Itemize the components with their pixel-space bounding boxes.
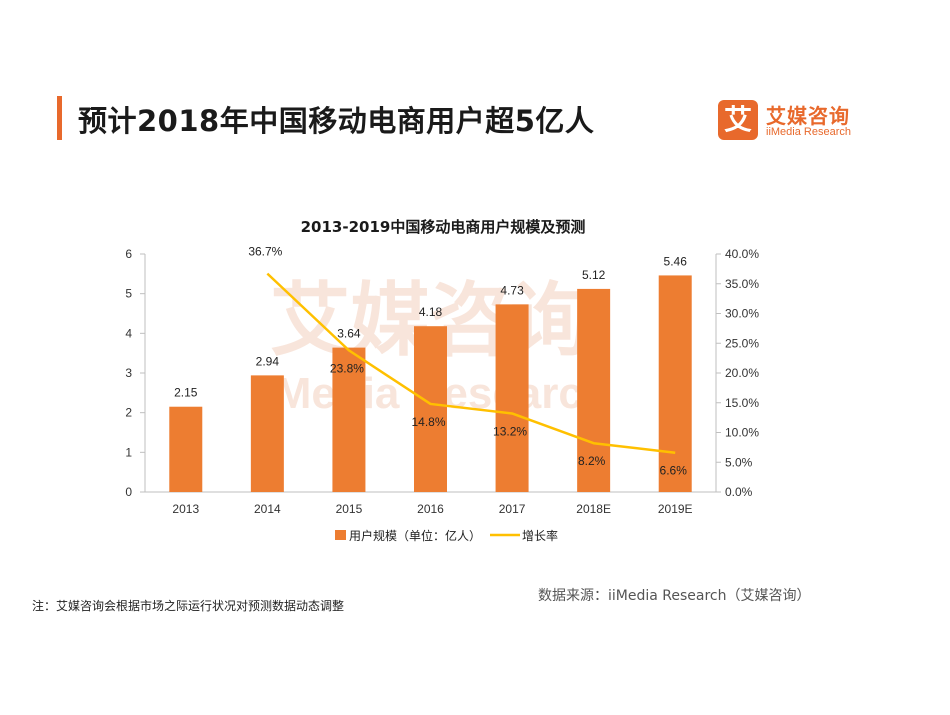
- growth-rate-line: [266, 272, 676, 454]
- y-left-tick-label: 0: [125, 485, 132, 499]
- legend-line-label: 增长率: [522, 528, 558, 543]
- line-data-label: 6.6%: [660, 464, 688, 478]
- chart-title: 2013-2019中国移动电商用户规模及预测: [301, 218, 586, 236]
- bar-data-label: 4.73: [500, 283, 524, 297]
- title-accent-bar: [57, 96, 62, 140]
- data-source: 数据来源：iiMedia Research（艾媒咨询）: [538, 588, 811, 604]
- bar: [658, 275, 692, 492]
- x-tick-label: 2019E: [658, 502, 693, 516]
- footnote: 注：艾媒咨询会根据市场之际运行状况对预测数据动态调整: [32, 599, 345, 613]
- y-right-tick-label: 20.0%: [725, 366, 759, 380]
- y-left-tick-label: 3: [125, 366, 132, 380]
- line-data-label: 8.2%: [578, 454, 606, 468]
- page-title: 预计2018年中国移动电商用户超5亿人: [78, 104, 595, 138]
- x-tick-label: 2017: [499, 502, 526, 516]
- y-right-tick-label: 35.0%: [725, 277, 759, 291]
- y-left-tick-label: 5: [125, 287, 132, 301]
- y-right-tick-label: 5.0%: [725, 455, 753, 469]
- bar-data-label: 3.64: [337, 327, 361, 341]
- bar: [414, 326, 447, 492]
- y-right-tick-label: 0.0%: [725, 485, 753, 499]
- y-right-tick-label: 30.0%: [725, 307, 759, 321]
- bar-data-label: 4.18: [419, 305, 443, 319]
- line-data-label: 13.2%: [493, 424, 527, 438]
- y-left-tick-label: 6: [125, 247, 132, 261]
- bar: [169, 406, 203, 492]
- legend-bar-label: 用户规模（单位：亿人）: [349, 528, 481, 543]
- logo-name-cn: 艾媒咨询: [766, 104, 850, 128]
- bar-data-label: 2.94: [256, 354, 280, 368]
- x-tick-label: 2018E: [576, 502, 611, 516]
- logo-mark-icon: 艾: [718, 100, 758, 140]
- x-tick-label: 2014: [254, 502, 281, 516]
- bar-data-label: 5.46: [664, 254, 688, 268]
- x-tick-label: 2015: [336, 502, 363, 516]
- brand-logo: 艾 艾媒咨询 iiMedia Research: [718, 100, 878, 144]
- x-tick-label: 2016: [417, 502, 444, 516]
- line-data-label: 36.7%: [248, 245, 282, 259]
- bar-data-label: 5.12: [582, 268, 606, 282]
- legend-bar-swatch: [335, 530, 346, 540]
- y-left-tick-label: 2: [125, 406, 132, 420]
- bar: [250, 375, 284, 492]
- line-data-label: 23.8%: [330, 361, 364, 375]
- y-left-tick-label: 4: [125, 326, 132, 340]
- y-left-tick-label: 1: [125, 445, 132, 459]
- logo-name-en: iiMedia Research: [766, 126, 851, 138]
- y-right-tick-label: 15.0%: [725, 396, 759, 410]
- x-tick-label: 2013: [172, 502, 199, 516]
- bar: [577, 288, 611, 492]
- bar-data-label: 2.15: [174, 386, 198, 400]
- y-right-tick-label: 40.0%: [725, 247, 759, 261]
- bar: [495, 304, 529, 492]
- y-right-tick-label: 25.0%: [725, 336, 759, 350]
- y-right-tick-label: 10.0%: [725, 426, 759, 440]
- line-data-label: 14.8%: [411, 415, 445, 429]
- bar: [332, 347, 366, 492]
